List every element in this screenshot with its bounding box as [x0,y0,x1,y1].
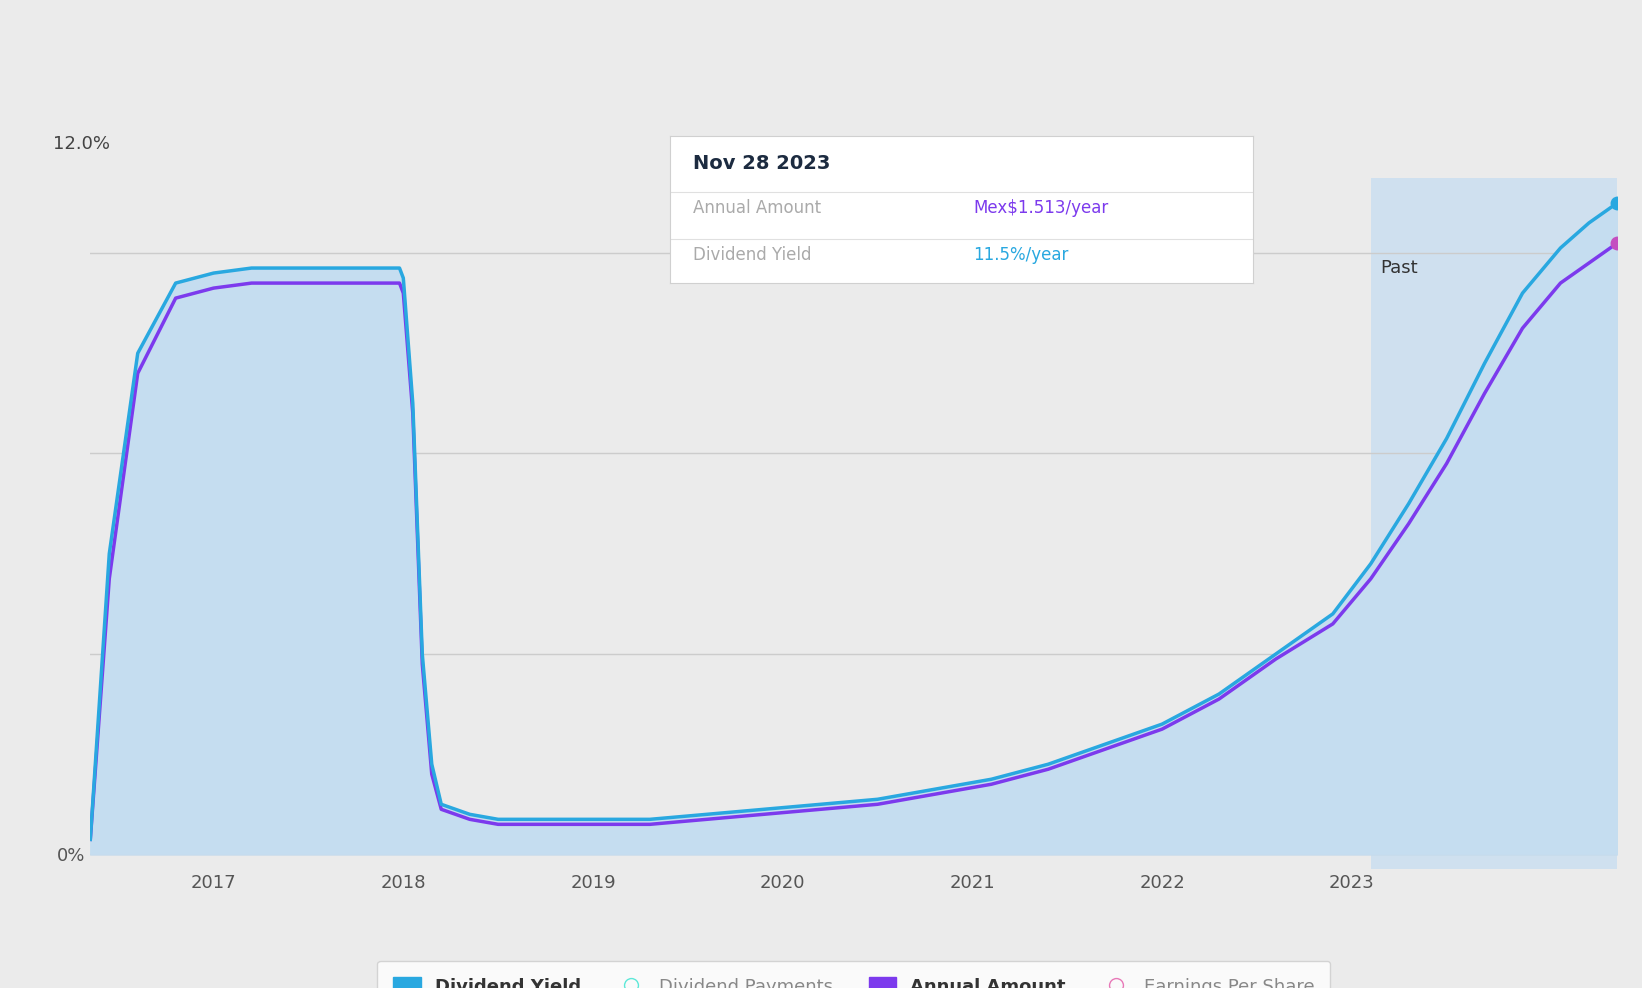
Text: 11.5%/year: 11.5%/year [974,246,1069,264]
Text: Past: Past [1381,259,1419,277]
Text: Dividend Yield: Dividend Yield [693,246,811,264]
Text: Mex$1.513/year: Mex$1.513/year [974,200,1108,217]
Text: Annual Amount: Annual Amount [693,200,821,217]
Text: Nov 28 2023: Nov 28 2023 [693,154,831,173]
Text: 12.0%: 12.0% [53,135,110,153]
Bar [1371,178,1642,869]
Legend: Dividend Yield, Dividend Payments, Annual Amount, Earnings Per Share: Dividend Yield, Dividend Payments, Annua… [378,960,1330,988]
